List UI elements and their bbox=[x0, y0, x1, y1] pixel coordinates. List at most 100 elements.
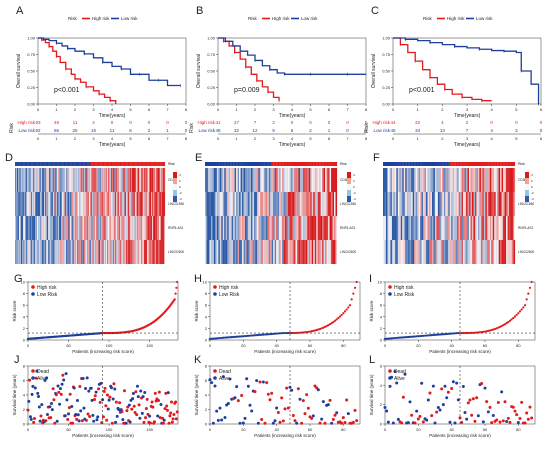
heatmap-cell bbox=[46, 192, 48, 216]
risk-count: 3 bbox=[515, 128, 518, 133]
heatmap-cell bbox=[265, 240, 268, 264]
heatmap-cell bbox=[385, 168, 388, 192]
annotation-cell bbox=[492, 162, 495, 166]
heatmap-cell bbox=[39, 240, 41, 264]
annotation-cell bbox=[320, 162, 323, 166]
annotation-cell bbox=[476, 162, 479, 166]
risk-count: 1 bbox=[166, 128, 169, 133]
heatmap-cell bbox=[497, 216, 499, 240]
heatmap-cell bbox=[122, 168, 123, 192]
heatmap-cell bbox=[33, 216, 35, 240]
heatmap-cell bbox=[326, 216, 329, 240]
heatmap-cell bbox=[140, 168, 142, 192]
heatmap-cell bbox=[209, 168, 212, 192]
heatmap-cell bbox=[17, 192, 19, 216]
heatmap-cell bbox=[86, 168, 88, 192]
heatmap-cell bbox=[40, 168, 42, 192]
risk-x-tick-label: 1 bbox=[235, 136, 238, 141]
heatmap-cell bbox=[122, 192, 124, 216]
dead-point bbox=[466, 401, 470, 405]
heatmap-cell bbox=[25, 192, 27, 216]
annotation-cell bbox=[134, 162, 136, 166]
annotation-cell bbox=[384, 162, 387, 166]
heatmap-cell bbox=[233, 168, 235, 192]
annotation-cell bbox=[334, 162, 336, 166]
heatmap-cell bbox=[21, 168, 23, 192]
heatmap-cell bbox=[461, 192, 464, 216]
heatmap-cell bbox=[489, 192, 492, 216]
heatmap-cell bbox=[501, 168, 504, 192]
dead-point bbox=[430, 414, 434, 418]
heatmap-cell bbox=[495, 216, 498, 240]
heatmap-cell bbox=[135, 216, 136, 240]
heatmap-cell bbox=[113, 168, 115, 192]
risk-point bbox=[467, 331, 470, 335]
risk-point bbox=[512, 316, 515, 320]
heatmap-cell bbox=[256, 168, 259, 192]
heatmap-cell bbox=[67, 216, 69, 240]
heatmap-cell bbox=[510, 192, 513, 216]
heatmap-cell bbox=[158, 168, 160, 192]
heatmap-cell bbox=[85, 216, 87, 240]
heatmap-cell bbox=[390, 216, 392, 240]
heatmap-cell bbox=[147, 192, 149, 216]
risk-count: 0 bbox=[291, 120, 294, 125]
heatmap-cell bbox=[423, 192, 425, 216]
annotation-cell bbox=[486, 162, 489, 166]
heatmap-cell bbox=[52, 192, 54, 216]
risk-x-tick-label: 5 bbox=[309, 136, 312, 141]
annotation-cell bbox=[110, 162, 112, 166]
alive-point bbox=[62, 378, 66, 382]
heatmap-cell bbox=[50, 216, 52, 240]
risk-point bbox=[240, 335, 243, 338]
annotation-cell bbox=[506, 162, 508, 166]
heatmap-cell bbox=[488, 240, 490, 264]
heatmap-cell bbox=[52, 216, 54, 240]
heatmap-cell bbox=[433, 240, 436, 264]
heatmap-cell bbox=[46, 240, 48, 264]
heatmap-cell bbox=[122, 216, 124, 240]
alive-point bbox=[208, 378, 212, 382]
y-tick-label: 2 bbox=[380, 402, 383, 407]
heatmap-cell bbox=[27, 192, 29, 216]
alive-point bbox=[385, 409, 389, 413]
alive-point bbox=[30, 392, 34, 396]
heatmap-cell bbox=[100, 168, 102, 192]
risk-point bbox=[292, 331, 295, 335]
heatmap-cell bbox=[326, 192, 329, 216]
heatmap-cell bbox=[282, 216, 284, 240]
heatmap-cell bbox=[57, 240, 59, 264]
heatmap-cell bbox=[27, 216, 29, 240]
heatmap-cell bbox=[283, 240, 286, 264]
gene-label: CD3E bbox=[340, 178, 349, 182]
p-value-label: p<0.001 bbox=[54, 87, 80, 94]
dead-point bbox=[75, 417, 79, 421]
heatmap-cell bbox=[61, 192, 63, 216]
heatmap-cell bbox=[322, 168, 324, 192]
heatmap-cell bbox=[21, 216, 23, 240]
heatmap-cell bbox=[118, 240, 120, 264]
annotation-cell bbox=[424, 162, 427, 166]
annotation-cell bbox=[115, 162, 117, 166]
heatmap-cell bbox=[138, 192, 140, 216]
annotation-cell bbox=[230, 162, 232, 166]
heatmap-cell bbox=[280, 192, 283, 216]
km-curve-low bbox=[393, 37, 540, 104]
heatmap-cell bbox=[44, 240, 46, 264]
heatmap-cell bbox=[122, 168, 124, 192]
heatmap-cell bbox=[215, 192, 217, 216]
heatmap-cell bbox=[151, 216, 153, 240]
heatmap-cell bbox=[399, 192, 401, 216]
heatmap-cell bbox=[30, 216, 32, 240]
heatmap-cell bbox=[91, 216, 93, 240]
heatmap-cell bbox=[455, 240, 458, 264]
heatmap-cell bbox=[418, 240, 421, 264]
annotation-cell bbox=[149, 162, 151, 166]
heatmap-cell bbox=[512, 216, 514, 240]
heatmap-cell bbox=[274, 168, 277, 192]
heatmap-cell bbox=[477, 168, 480, 192]
annotation-cell bbox=[319, 162, 321, 166]
heatmap-cell bbox=[80, 192, 82, 216]
